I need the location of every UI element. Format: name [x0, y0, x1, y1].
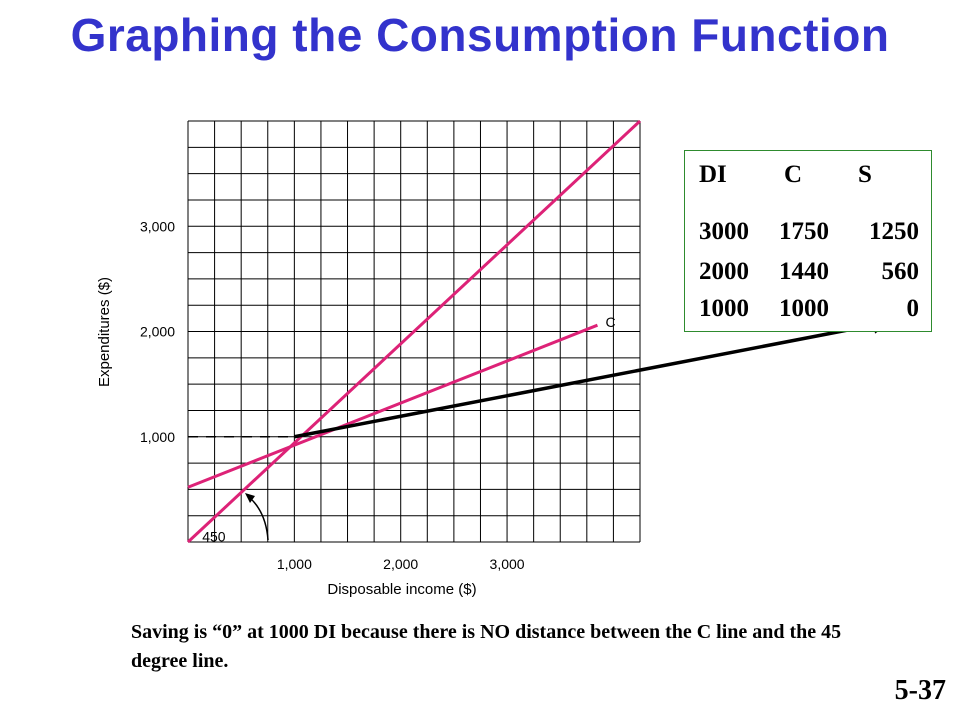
- x-tick-label: 2,000: [383, 556, 418, 572]
- table-row: 3000 1750 1250: [685, 218, 933, 248]
- slide-number: 5-37: [894, 675, 946, 706]
- data-table: DI C S 3000 1750 1250 2000 1440 560 1000…: [684, 150, 932, 332]
- pointer-arrow-shaft: [294, 322, 880, 439]
- angle-label: 450: [202, 529, 226, 545]
- series-label: C: [605, 314, 615, 330]
- table-cell: 1250: [869, 218, 919, 245]
- table-cell: 0: [906, 295, 920, 322]
- y-tick-label: 3,000: [140, 218, 175, 234]
- table-cell: 1750: [779, 218, 829, 245]
- table-row: 1000 1000 0: [685, 295, 933, 325]
- table-cell: 1000: [699, 295, 749, 322]
- table-header-c: C: [784, 161, 803, 188]
- chart-grid: [187, 120, 641, 543]
- table-cell: 3000: [699, 218, 749, 245]
- axis-ticks: 1,000 2,000 3,000 1,000 2,000 3,000: [140, 218, 525, 572]
- x-axis-label: Disposable income ($): [327, 581, 476, 598]
- y-tick-label: 2,000: [140, 324, 175, 340]
- table-cell: 560: [881, 258, 920, 285]
- table-row: 2000 1440 560: [685, 258, 933, 288]
- y-tick-label: 1,000: [140, 429, 175, 445]
- page-title: Graphing the Consumption Function: [70, 9, 890, 61]
- annotation-layer: 450: [188, 315, 893, 545]
- x-tick-label: 3,000: [490, 556, 525, 572]
- table-cell: 2000: [699, 258, 749, 285]
- table-header-s: S: [858, 161, 872, 188]
- series-line-c: [187, 323, 599, 489]
- table-cell: 1440: [779, 258, 829, 285]
- y-axis-label: Expenditures ($): [96, 277, 113, 387]
- angle-arc-arrowhead: [245, 493, 255, 503]
- series-layer: C: [186, 119, 642, 544]
- table-cell: 1000: [779, 295, 829, 322]
- x-tick-label: 1,000: [277, 556, 312, 572]
- table-header-di: DI: [699, 161, 727, 188]
- caption: Saving is “0” at 1000 DI because there i…: [131, 621, 842, 672]
- series-line-45-degree: [186, 119, 642, 544]
- angle-arc: [248, 496, 269, 541]
